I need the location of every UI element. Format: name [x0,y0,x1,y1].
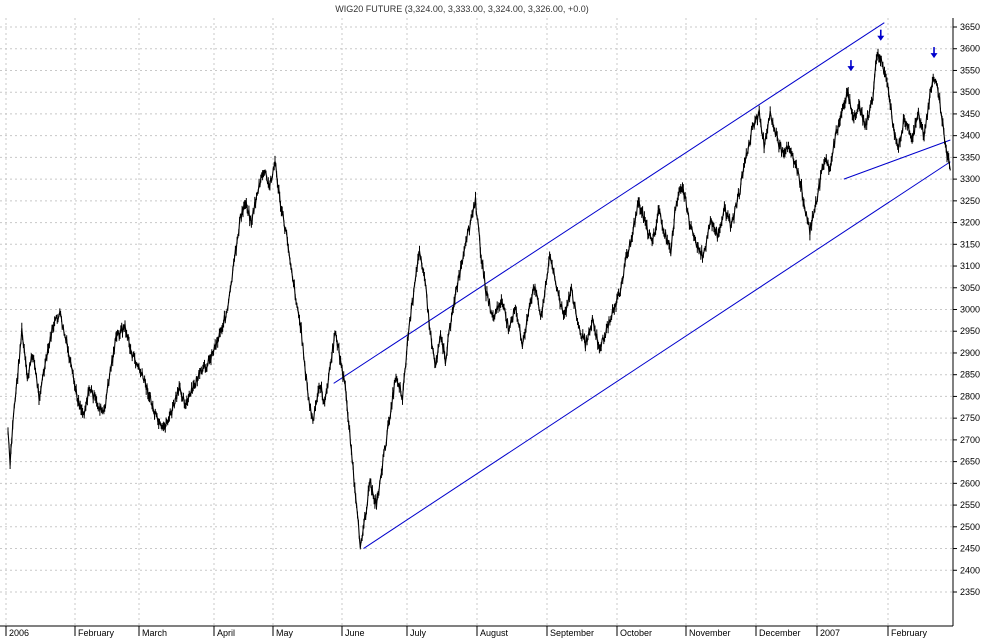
trendlines [333,22,951,549]
y-tick-label: 3100 [960,261,980,271]
y-tick-label: 2700 [960,435,980,445]
down-arrow-icon [847,60,855,72]
y-tick-label: 2450 [960,544,980,554]
x-axis-ticks: 2006 February March April May June July August S… [5,626,928,638]
y-tick-label: 2600 [960,478,980,488]
trendline [333,22,885,384]
y-tick-label: 3500 [960,87,980,97]
x-tick-label: September [550,628,594,638]
y-axis-ticks: 2350 2400 2450 2500 2550 2600 2650 2700 2750 2800… [953,22,980,597]
x-tick-label: February [891,628,928,638]
y-tick-label: 2950 [960,326,980,336]
y-tick-label: 2500 [960,522,980,532]
y-tick-label: 3600 [960,44,980,54]
y-tick-label: 2350 [960,587,980,597]
y-tick-label: 3150 [960,239,980,249]
y-tick-label: 3000 [960,305,980,315]
trendline [363,161,951,549]
x-tick-label: 2006 [9,628,29,638]
x-tick-label: February [78,628,115,638]
arrow-annotations [847,29,938,72]
price-series [7,48,951,550]
down-arrow-icon [877,29,885,41]
y-tick-label: 3250 [960,196,980,206]
x-tick-label: June [345,628,365,638]
x-tick-label: October [620,628,652,638]
x-tick-label: December [759,628,801,638]
x-tick-label: May [276,628,294,638]
price-bars [7,48,950,550]
x-tick-label: July [410,628,427,638]
x-tick-label: April [217,628,235,638]
y-tick-label: 2800 [960,391,980,401]
x-tick-label: November [689,628,731,638]
y-tick-label: 3650 [960,22,980,32]
y-tick-label: 3050 [960,283,980,293]
grid-lines [0,18,953,626]
y-tick-label: 2850 [960,370,980,380]
y-tick-label: 3200 [960,218,980,228]
x-tick-label: March [142,628,167,638]
y-tick-label: 2550 [960,500,980,510]
y-tick-label: 2900 [960,348,980,358]
y-tick-label: 3350 [960,152,980,162]
y-tick-label: 3400 [960,131,980,141]
x-tick-label: August [480,628,509,638]
trendline [843,139,951,180]
y-tick-label: 3450 [960,109,980,119]
chart-title: WIG20 FUTURE (3,324.00, 3,333.00, 3,324.… [335,4,588,14]
y-tick-label: 2650 [960,457,980,467]
y-tick-label: 2400 [960,565,980,575]
y-tick-label: 3550 [960,65,980,75]
down-arrow-icon [930,47,938,59]
x-tick-label: 2007 [820,628,840,638]
y-tick-label: 2750 [960,413,980,423]
y-tick-label: 3300 [960,174,980,184]
